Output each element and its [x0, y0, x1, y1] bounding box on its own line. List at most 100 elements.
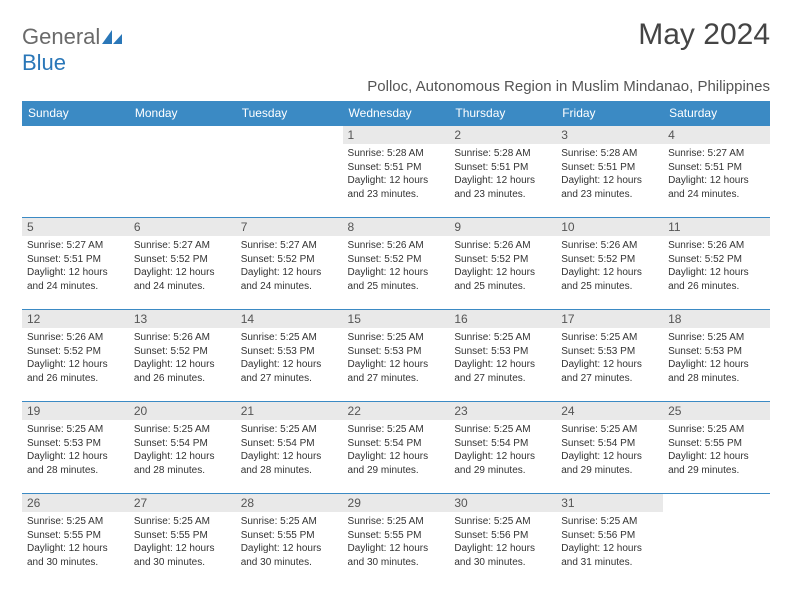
day-number: 2 [449, 126, 556, 144]
day-data: Sunrise: 5:25 AMSunset: 5:53 PMDaylight:… [22, 420, 129, 479]
weekday-header: Saturday [663, 101, 770, 126]
day-number: 26 [22, 494, 129, 512]
sunrise-text: Sunrise: 5:25 AM [134, 423, 231, 437]
sunrise-text: Sunrise: 5:28 AM [561, 147, 658, 161]
sunset-text: Sunset: 5:55 PM [134, 529, 231, 543]
calendar-cell: 14Sunrise: 5:25 AMSunset: 5:53 PMDayligh… [236, 310, 343, 402]
calendar-cell: 24Sunrise: 5:25 AMSunset: 5:54 PMDayligh… [556, 402, 663, 494]
calendar-week-row: 26Sunrise: 5:25 AMSunset: 5:55 PMDayligh… [22, 494, 770, 586]
day-data: Sunrise: 5:25 AMSunset: 5:54 PMDaylight:… [129, 420, 236, 479]
day-number: 4 [663, 126, 770, 144]
sunrise-text: Sunrise: 5:25 AM [454, 515, 551, 529]
sunrise-text: Sunrise: 5:25 AM [27, 423, 124, 437]
daylight-text: Daylight: 12 hours and 28 minutes. [27, 450, 124, 477]
sunset-text: Sunset: 5:51 PM [454, 161, 551, 175]
daylight-text: Daylight: 12 hours and 26 minutes. [134, 358, 231, 385]
calendar-cell: 16Sunrise: 5:25 AMSunset: 5:53 PMDayligh… [449, 310, 556, 402]
daylight-text: Daylight: 12 hours and 26 minutes. [668, 266, 765, 293]
day-data: Sunrise: 5:26 AMSunset: 5:52 PMDaylight:… [663, 236, 770, 295]
sunrise-text: Sunrise: 5:25 AM [241, 515, 338, 529]
sunset-text: Sunset: 5:55 PM [241, 529, 338, 543]
daylight-text: Daylight: 12 hours and 28 minutes. [134, 450, 231, 477]
day-number: 29 [343, 494, 450, 512]
sunrise-text: Sunrise: 5:25 AM [561, 423, 658, 437]
day-number: 5 [22, 218, 129, 236]
calendar-cell: 25Sunrise: 5:25 AMSunset: 5:55 PMDayligh… [663, 402, 770, 494]
day-number: 11 [663, 218, 770, 236]
sunset-text: Sunset: 5:53 PM [27, 437, 124, 451]
sunrise-text: Sunrise: 5:25 AM [348, 515, 445, 529]
day-number: 17 [556, 310, 663, 328]
logo-sail-icon [102, 29, 124, 50]
daylight-text: Daylight: 12 hours and 27 minutes. [454, 358, 551, 385]
sunrise-text: Sunrise: 5:25 AM [561, 515, 658, 529]
day-data: Sunrise: 5:25 AMSunset: 5:54 PMDaylight:… [343, 420, 450, 479]
sunset-text: Sunset: 5:52 PM [668, 253, 765, 267]
daylight-text: Daylight: 12 hours and 25 minutes. [561, 266, 658, 293]
daylight-text: Daylight: 12 hours and 29 minutes. [668, 450, 765, 477]
day-data: Sunrise: 5:26 AMSunset: 5:52 PMDaylight:… [556, 236, 663, 295]
logo-text: General Blue [22, 24, 124, 76]
sunrise-text: Sunrise: 5:27 AM [241, 239, 338, 253]
calendar-cell: 12Sunrise: 5:26 AMSunset: 5:52 PMDayligh… [22, 310, 129, 402]
sunset-text: Sunset: 5:51 PM [348, 161, 445, 175]
daylight-text: Daylight: 12 hours and 29 minutes. [454, 450, 551, 477]
logo-text-general: General [22, 24, 100, 49]
daylight-text: Daylight: 12 hours and 24 minutes. [134, 266, 231, 293]
day-data: Sunrise: 5:27 AMSunset: 5:51 PMDaylight:… [663, 144, 770, 203]
day-data: Sunrise: 5:25 AMSunset: 5:55 PMDaylight:… [343, 512, 450, 571]
calendar-cell: 30Sunrise: 5:25 AMSunset: 5:56 PMDayligh… [449, 494, 556, 586]
day-data: Sunrise: 5:28 AMSunset: 5:51 PMDaylight:… [449, 144, 556, 203]
day-data: Sunrise: 5:27 AMSunset: 5:52 PMDaylight:… [129, 236, 236, 295]
calendar-table: Sunday Monday Tuesday Wednesday Thursday… [22, 101, 770, 586]
day-data: Sunrise: 5:25 AMSunset: 5:53 PMDaylight:… [663, 328, 770, 387]
day-data: Sunrise: 5:27 AMSunset: 5:51 PMDaylight:… [22, 236, 129, 295]
calendar-cell: 22Sunrise: 5:25 AMSunset: 5:54 PMDayligh… [343, 402, 450, 494]
day-number: 15 [343, 310, 450, 328]
calendar-cell: 10Sunrise: 5:26 AMSunset: 5:52 PMDayligh… [556, 218, 663, 310]
weekday-header: Thursday [449, 101, 556, 126]
daylight-text: Daylight: 12 hours and 29 minutes. [348, 450, 445, 477]
sunset-text: Sunset: 5:52 PM [134, 253, 231, 267]
calendar-cell: 7Sunrise: 5:27 AMSunset: 5:52 PMDaylight… [236, 218, 343, 310]
sunset-text: Sunset: 5:55 PM [27, 529, 124, 543]
day-data: Sunrise: 5:25 AMSunset: 5:53 PMDaylight:… [343, 328, 450, 387]
sunrise-text: Sunrise: 5:25 AM [348, 423, 445, 437]
day-data: Sunrise: 5:28 AMSunset: 5:51 PMDaylight:… [556, 144, 663, 203]
daylight-text: Daylight: 12 hours and 25 minutes. [348, 266, 445, 293]
sunrise-text: Sunrise: 5:26 AM [27, 331, 124, 345]
sunset-text: Sunset: 5:52 PM [348, 253, 445, 267]
sunrise-text: Sunrise: 5:25 AM [348, 331, 445, 345]
day-data: Sunrise: 5:26 AMSunset: 5:52 PMDaylight:… [129, 328, 236, 387]
day-number: 18 [663, 310, 770, 328]
day-data: Sunrise: 5:28 AMSunset: 5:51 PMDaylight:… [343, 144, 450, 203]
day-number: 12 [22, 310, 129, 328]
day-number: 13 [129, 310, 236, 328]
calendar-week-row: 5Sunrise: 5:27 AMSunset: 5:51 PMDaylight… [22, 218, 770, 310]
day-number: 22 [343, 402, 450, 420]
day-number: 1 [343, 126, 450, 144]
day-data: Sunrise: 5:25 AMSunset: 5:53 PMDaylight:… [236, 328, 343, 387]
day-number: 19 [22, 402, 129, 420]
sunset-text: Sunset: 5:52 PM [241, 253, 338, 267]
calendar-cell: 18Sunrise: 5:25 AMSunset: 5:53 PMDayligh… [663, 310, 770, 402]
sunset-text: Sunset: 5:52 PM [561, 253, 658, 267]
sunset-text: Sunset: 5:54 PM [561, 437, 658, 451]
sunset-text: Sunset: 5:51 PM [27, 253, 124, 267]
calendar-week-row: 12Sunrise: 5:26 AMSunset: 5:52 PMDayligh… [22, 310, 770, 402]
logo: General Blue [22, 18, 124, 76]
sunset-text: Sunset: 5:54 PM [348, 437, 445, 451]
calendar-week-row: 1Sunrise: 5:28 AMSunset: 5:51 PMDaylight… [22, 126, 770, 218]
calendar-cell: 8Sunrise: 5:26 AMSunset: 5:52 PMDaylight… [343, 218, 450, 310]
day-data: Sunrise: 5:25 AMSunset: 5:56 PMDaylight:… [556, 512, 663, 571]
day-number: 3 [556, 126, 663, 144]
daylight-text: Daylight: 12 hours and 23 minutes. [348, 174, 445, 201]
daylight-text: Daylight: 12 hours and 23 minutes. [454, 174, 551, 201]
sunset-text: Sunset: 5:56 PM [454, 529, 551, 543]
daylight-text: Daylight: 12 hours and 27 minutes. [561, 358, 658, 385]
sunset-text: Sunset: 5:53 PM [561, 345, 658, 359]
day-number: 14 [236, 310, 343, 328]
sunrise-text: Sunrise: 5:25 AM [241, 423, 338, 437]
day-data: Sunrise: 5:25 AMSunset: 5:55 PMDaylight:… [22, 512, 129, 571]
sunset-text: Sunset: 5:53 PM [348, 345, 445, 359]
